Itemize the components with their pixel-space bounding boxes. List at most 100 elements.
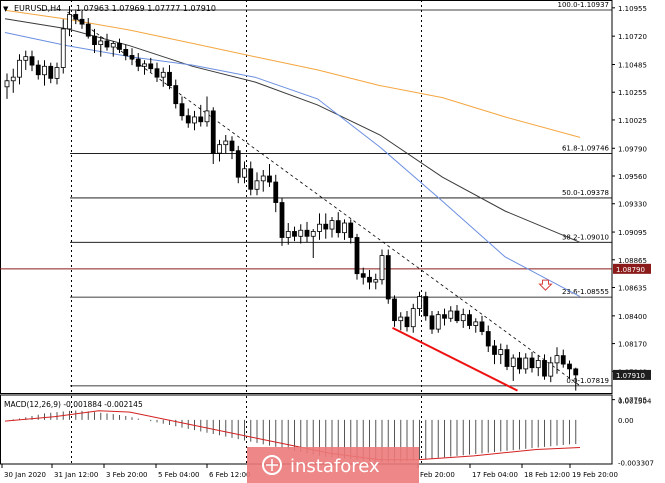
candle-body — [79, 18, 85, 25]
price-axis: 1.10955 1.10720 1.10485 1.10255 1.10025 1.097… — [612, 5, 651, 405]
candle-body — [23, 56, 29, 61]
candle-body — [17, 59, 22, 78]
price-tick-label: 1.09330 — [618, 201, 647, 209]
candle-body — [435, 314, 441, 330]
time-tick-label: 19 Feb 20:00 — [572, 471, 618, 479]
time-tick-label: 3 Feb 20:00 — [106, 471, 147, 479]
watermark-text: instaforex — [290, 456, 380, 477]
fib-level-label: 38.2-1.09010 — [562, 233, 609, 241]
candle-body — [104, 40, 110, 48]
price-tick-label: 1.10720 — [618, 33, 647, 41]
candle-body — [29, 56, 35, 66]
fib-level-label: 50.0-1.09378 — [562, 189, 609, 197]
candle-body — [154, 68, 160, 78]
price-tick-label: 1.08400 — [618, 313, 647, 321]
current-price-tag — [613, 369, 651, 380]
time-tick-label: Feb 20:00 — [420, 471, 455, 479]
collapse-glyph[interactable]: ▼ — [3, 5, 9, 13]
candle-body — [448, 310, 454, 319]
candle-body — [179, 103, 185, 117]
candle-body — [523, 357, 529, 370]
candle-body — [254, 180, 260, 190]
main-frame — [0, 0, 613, 394]
candle-body — [185, 115, 191, 124]
candle-body — [567, 363, 572, 370]
price-tick-label: 1.10255 — [618, 89, 647, 97]
current-price-label: 1.07910 — [616, 372, 645, 380]
candle-body — [442, 314, 447, 319]
chart-ohlc: 1.07963 1.07969 1.07777 1.07910 — [76, 4, 216, 13]
fib-level-label: 0.0-1.07819 — [566, 377, 609, 385]
price-tick-label: 1.09560 — [618, 173, 647, 181]
price-tick-label: 1.08170 — [618, 341, 647, 349]
candle-body — [217, 144, 222, 154]
candle-body — [329, 220, 335, 230]
candle-body — [35, 64, 41, 76]
candle-body — [460, 314, 466, 322]
time-axis: 30 Jan 2020 31 Jan 12:00 3 Feb 20:00 5 Feb … — [1, 464, 618, 479]
candle-body — [110, 42, 116, 48]
candle-body — [73, 14, 79, 20]
candle-body — [404, 316, 410, 328]
candle-body — [467, 314, 472, 326]
candle-body — [273, 181, 279, 203]
candle-body — [135, 58, 141, 67]
candle-body — [210, 110, 216, 154]
candle-body — [517, 357, 522, 370]
candle-body — [529, 357, 535, 369]
candle-body — [304, 229, 310, 237]
candle-body — [42, 65, 47, 76]
red-support-line — [392, 327, 518, 392]
price-tick-label: 1.09095 — [618, 229, 647, 237]
candle-body — [98, 40, 104, 46]
time-tick-label: 5 Feb 04:00 — [158, 471, 199, 479]
candle-body — [48, 65, 54, 79]
candle-body — [123, 49, 129, 56]
time-tick-label: 17 Feb 04:00 — [472, 471, 518, 479]
candle-body — [392, 298, 397, 322]
candle-body — [542, 360, 547, 377]
candle-body — [323, 223, 329, 230]
candle-body — [10, 76, 16, 82]
candle-body — [4, 80, 10, 88]
candle-body — [354, 237, 360, 275]
price-tick-label: 1.10485 — [618, 61, 647, 69]
candle-body — [117, 42, 122, 50]
candle-body — [285, 231, 291, 238]
candle-body — [360, 273, 366, 278]
watermark-logo-icon — [262, 455, 282, 475]
candle-body — [54, 67, 60, 79]
trend-lines — [67, 11, 581, 392]
candle-body — [160, 71, 166, 78]
candle-body — [385, 255, 391, 300]
time-tick-label: 30 Jan 2020 — [4, 471, 46, 479]
candle-body — [67, 14, 72, 30]
candle-body — [535, 360, 541, 369]
candle-body — [348, 222, 354, 238]
candle-body — [198, 116, 204, 123]
candle-body — [373, 279, 379, 283]
price-tick-label: 1.09790 — [618, 145, 647, 153]
candle-body — [92, 35, 97, 46]
candle-body — [148, 63, 154, 70]
candle-body — [548, 362, 554, 377]
level-price-tag — [613, 263, 651, 274]
fib-level-label: 23.6-1.08555 — [562, 288, 609, 296]
candle-body — [454, 310, 460, 322]
candle-body — [60, 28, 66, 68]
macd-signal-line — [4, 410, 581, 461]
candle-body — [292, 231, 297, 237]
price-tick-label: 1.10025 — [618, 117, 647, 125]
candle-body — [242, 168, 247, 178]
candle-body — [129, 55, 135, 60]
candle-body — [260, 175, 266, 182]
macd-title: MACD(12,26,9) -0.001884 -0.002145 — [4, 400, 143, 409]
candle-body — [204, 110, 210, 123]
macd-tick-label: -0.003307 — [618, 459, 654, 467]
candle-body — [192, 116, 197, 124]
candle-body — [229, 140, 235, 152]
moving-average-line — [4, 18, 581, 243]
watermark: instaforex — [247, 447, 419, 483]
candle-body — [173, 85, 179, 105]
